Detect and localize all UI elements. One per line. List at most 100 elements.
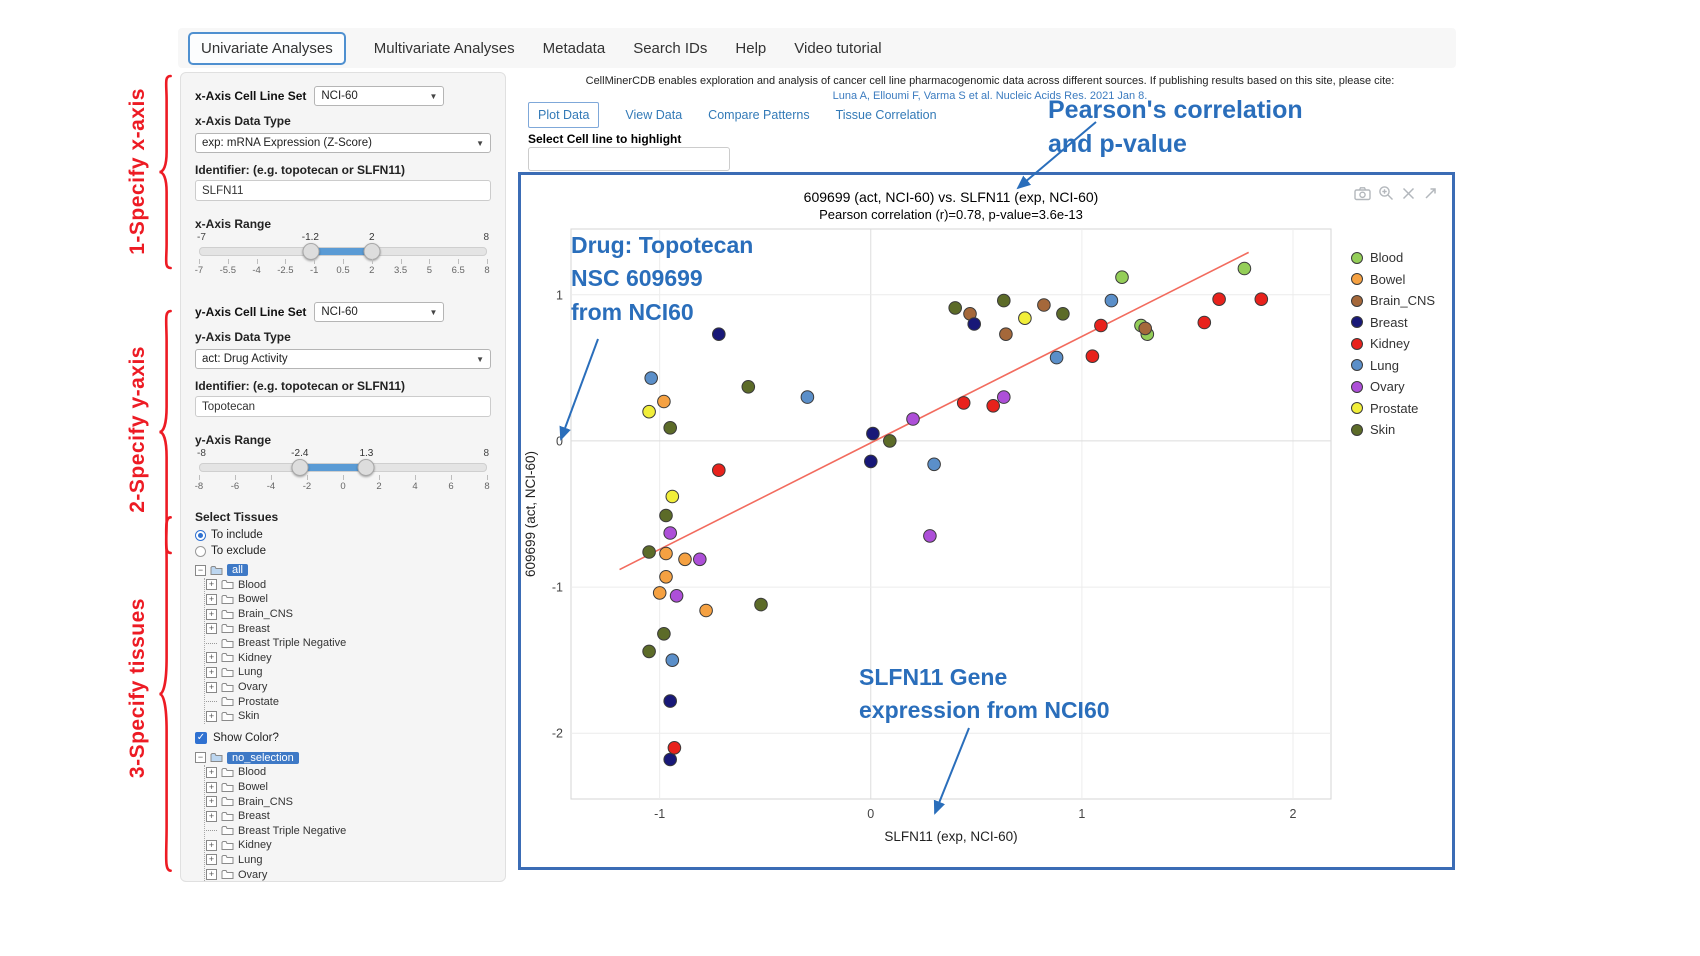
slider-track[interactable] [199,243,487,260]
tree-item-kidney[interactable]: + Kidney [206,838,491,853]
tree-item-ovary[interactable]: + Ovary [206,867,491,881]
expand-icon[interactable]: + [206,608,217,620]
tree-item-breast-triple-negative[interactable]: Breast Triple Negative [206,824,491,839]
tree-item-breast[interactable]: + Breast [206,621,491,636]
radio-to-include[interactable]: To include [195,527,491,543]
plot-legend: Blood Bowel Brain_CNS Breast Kidney Lung Ovary… [1351,250,1435,437]
expand-icon[interactable]: + [206,710,217,722]
folder-icon [221,767,234,777]
expand-icon[interactable]: + [206,666,217,678]
tree-root[interactable]: − all [195,563,491,578]
y-cell-line-set-select[interactable]: NCI-60 ▼ [314,302,445,322]
legend-item-brain-cns[interactable]: Brain_CNS [1351,293,1435,308]
tree-item-prostate[interactable]: Prostate [206,694,491,709]
tree-root-label[interactable]: all [227,564,249,577]
tab-tissue-correlation[interactable]: Tissue Correlation [835,108,937,122]
slider-handle-to[interactable] [357,459,375,476]
pan-icon[interactable] [1401,186,1416,201]
tree-item-brain-cns[interactable]: + Brain_CNS [206,794,491,809]
x-cell-line-set-value: NCI-60 [321,90,358,102]
scatter-point [741,380,756,394]
expand-icon[interactable]: + [206,579,217,591]
legend-item-skin[interactable]: Skin [1351,422,1435,437]
legend-item-prostate[interactable]: Prostate [1351,401,1435,416]
y-range-slider[interactable]: -8 -2.4 1.3 8 -8 -6 -4 -2 0 2 4 6 8 [195,448,490,496]
camera-icon[interactable] [1354,186,1371,201]
checkbox-checked-icon[interactable]: ✓ [195,731,207,744]
tree-root[interactable]: − no_selection [195,751,491,766]
radio-unselected-icon[interactable] [195,545,206,557]
legend-item-blood[interactable]: Blood [1351,250,1435,265]
expand-icon[interactable]: + [206,869,217,881]
tree-item-breast[interactable]: + Breast [206,809,491,824]
nav-univariate-analyses[interactable]: Univariate Analyses [188,31,346,65]
x-identifier-input[interactable] [195,180,491,201]
tree-item-ovary[interactable]: + Ovary [206,680,491,695]
expand-icon[interactable]: + [206,796,217,808]
x-data-type-select[interactable]: exp: mRNA Expression (Z-Score) ▼ [195,133,491,153]
nav-help[interactable]: Help [735,39,767,57]
nav-search-ids[interactable]: Search IDs [633,39,708,57]
nav-multivariate-analyses[interactable]: Multivariate Analyses [373,39,515,57]
scatter-point [1138,321,1153,336]
expand-icon[interactable]: + [206,810,217,822]
tree-item-skin[interactable]: + Skin [206,709,491,724]
citation-link[interactable]: Luna A, Elloumi F, Varma S et al. Nuclei… [832,89,1148,102]
slider-handle-from[interactable] [291,459,309,476]
tab-view-data[interactable]: View Data [625,108,683,122]
x-tick-label: 1 [1078,807,1085,821]
y-tick-label: -1 [552,581,563,595]
slider-track[interactable] [199,459,487,476]
collapse-icon[interactable]: − [195,564,206,576]
expand-icon[interactable]: + [206,593,217,605]
legend-item-breast[interactable]: Breast [1351,315,1435,330]
tree-item-bowel[interactable]: + Bowel [206,592,491,607]
expand-icon[interactable]: + [206,681,217,693]
tab-plot-data[interactable]: Plot Data [528,102,600,128]
tree-item-bowel[interactable]: + Bowel [206,780,491,795]
nav-metadata[interactable]: Metadata [542,39,606,57]
tab-compare-patterns[interactable]: Compare Patterns [708,108,810,122]
expand-icon[interactable]: + [206,781,217,793]
expand-icon[interactable]: + [206,839,217,851]
y-identifier-label: Identifier: (e.g. topotecan or SLFN11) [195,379,406,393]
reset-axes-icon[interactable] [1423,186,1438,201]
y-identifier-input[interactable] [195,396,491,417]
highlight-cell-line-input[interactable] [528,147,730,171]
y-data-type-select[interactable]: act: Drug Activity ▼ [195,349,491,369]
tree-item-lung[interactable]: + Lung [206,853,491,868]
radio-to-exclude[interactable]: To exclude [195,543,491,559]
tree-item-blood[interactable]: + Blood [206,578,491,593]
x-range-slider[interactable]: -7 -1.2 2 8 -7 -5.5 -4 -2.5 -1 0.5 2 3.5 5 6.5 8 [195,232,490,280]
tree-item-brain-cns[interactable]: + Brain_CNS [206,607,491,622]
tree-item-lung[interactable]: + Lung [206,665,491,680]
legend-item-kidney[interactable]: Kidney [1351,336,1435,351]
tree-item-breast-triple-negative[interactable]: Breast Triple Negative [206,636,491,651]
collapse-icon[interactable]: − [195,752,206,764]
slider-tick-label: 8 [484,481,490,492]
nav-video-tutorial[interactable]: Video tutorial [794,39,882,57]
x-cell-line-set-select[interactable]: NCI-60 ▼ [314,86,445,106]
scatter-plot-canvas[interactable]: -1 0 1 2 -2 -1 0 1 SLFN11 (exp, NCI-60) 609699 (a… [521,221,1361,849]
expand-icon[interactable]: + [206,652,217,664]
tree-item-kidney[interactable]: + Kidney [206,651,491,666]
legend-item-bowel[interactable]: Bowel [1351,272,1435,287]
expand-icon[interactable]: + [206,766,217,778]
expand-icon[interactable]: + [206,623,217,635]
slider-tick-label: -4 [252,265,261,276]
slider-from-label: -2.4 [291,448,309,459]
legend-item-lung[interactable]: Lung [1351,358,1435,373]
slider-handle-to[interactable] [363,243,381,260]
legend-color-dot [1351,380,1363,393]
slider-handle-from[interactable] [302,243,320,260]
tree-item-blood[interactable]: + Blood [206,765,491,780]
tree-root-label[interactable]: no_selection [227,751,299,764]
expand-icon[interactable]: + [206,854,217,866]
radio-selected-icon[interactable] [195,529,206,541]
legend-item-ovary[interactable]: Ovary [1351,379,1435,394]
slider-tick [415,475,416,480]
zoom-in-icon[interactable] [1378,185,1394,201]
tree-item-label: Prostate [238,695,279,708]
show-color-checkbox-row[interactable]: ✓ Show Color? [195,729,491,747]
